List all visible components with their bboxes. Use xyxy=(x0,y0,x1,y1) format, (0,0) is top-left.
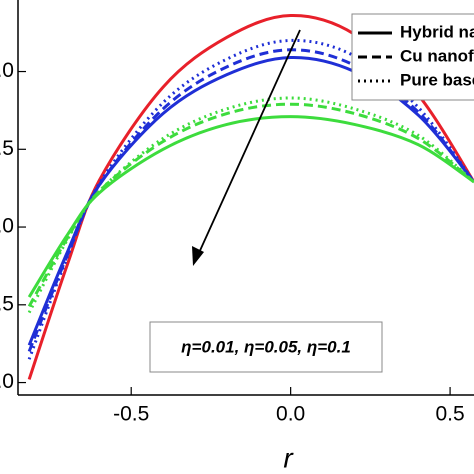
arrow xyxy=(197,29,301,256)
y-tick-label: 2.0 xyxy=(0,59,14,82)
line-series xyxy=(27,115,474,298)
y-tick-label: 1.0 xyxy=(0,215,14,238)
x-axis-label: r xyxy=(283,442,294,473)
legend-label: Hybrid nanofluid xyxy=(400,22,474,41)
annotation-box xyxy=(149,321,383,373)
line-series xyxy=(27,102,474,308)
y-tick-label: 1.5 xyxy=(0,137,14,160)
line-series xyxy=(27,96,474,314)
annotation: η=0.01, η=0.05, η=0.1 xyxy=(181,337,351,356)
arrow-head xyxy=(192,246,204,266)
x-tick-label: 0.0 xyxy=(276,403,305,426)
line-series xyxy=(27,56,474,346)
legend-label: Pure base fluid xyxy=(400,70,474,89)
y-tick-label: 0.0 xyxy=(0,370,14,393)
x-tick-label: -0.5 xyxy=(113,403,149,426)
x-tick-label: 0.5 xyxy=(435,403,464,426)
y-tick-label: 0.5 xyxy=(0,292,14,315)
legend-label: Cu nanofluid xyxy=(400,46,474,65)
